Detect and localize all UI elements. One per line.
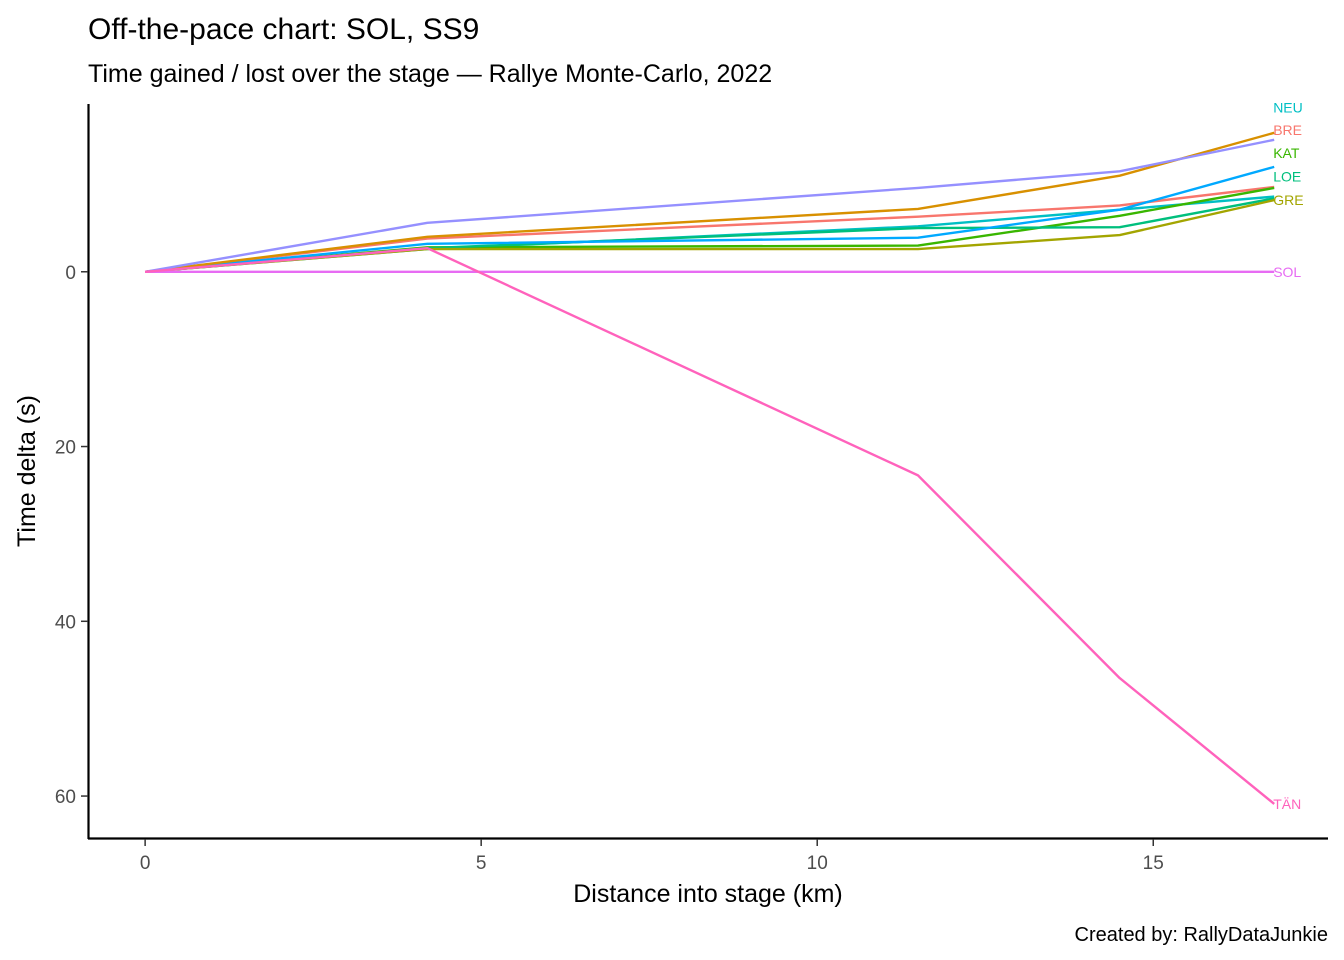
series-label-tän: TÄN xyxy=(1273,796,1301,812)
x-tick-label: 0 xyxy=(140,853,151,874)
x-tick-label: 5 xyxy=(476,853,487,874)
chart-caption: Created by: RallyDataJunkie xyxy=(1075,924,1328,946)
x-axis-title: Distance into stage (km) xyxy=(573,880,843,908)
series-line-unlabeled-5 xyxy=(144,165,1275,273)
y-tick-label: 40 xyxy=(55,612,76,633)
series-label-loe: LOE xyxy=(1273,169,1301,185)
series-label-sol: SOL xyxy=(1273,264,1301,280)
series-line-unlabeled-7 xyxy=(144,138,1275,273)
series-label-bre: BRE xyxy=(1273,122,1302,138)
x-tick-label: 15 xyxy=(1143,853,1164,874)
y-tick-label: 20 xyxy=(55,438,76,459)
series-line-tän xyxy=(145,246,1275,805)
series-label-gre: GRE xyxy=(1273,192,1303,208)
series-lines xyxy=(144,131,1275,805)
chart-title: Off-the-pace chart: SOL, SS9 xyxy=(88,13,479,46)
x-tick-label: 10 xyxy=(807,853,828,874)
y-tick-label: 60 xyxy=(55,787,76,808)
x-axis-ticks: 0 5 10 15 xyxy=(140,839,1164,874)
y-axis-ticks: 0 20 40 60 xyxy=(55,263,88,808)
series-label-neu: NEU xyxy=(1273,100,1303,116)
series-label-kat: KAT xyxy=(1273,145,1300,161)
chart-subtitle: Time gained / lost over the stage — Rall… xyxy=(88,60,772,88)
y-axis-title: Time delta (s) xyxy=(13,395,41,547)
series-line-neu xyxy=(145,195,1275,273)
series-labels: NEU BRE KAT LOE GRE SOL TÄN xyxy=(1273,100,1303,812)
y-tick-label: 0 xyxy=(65,263,76,284)
